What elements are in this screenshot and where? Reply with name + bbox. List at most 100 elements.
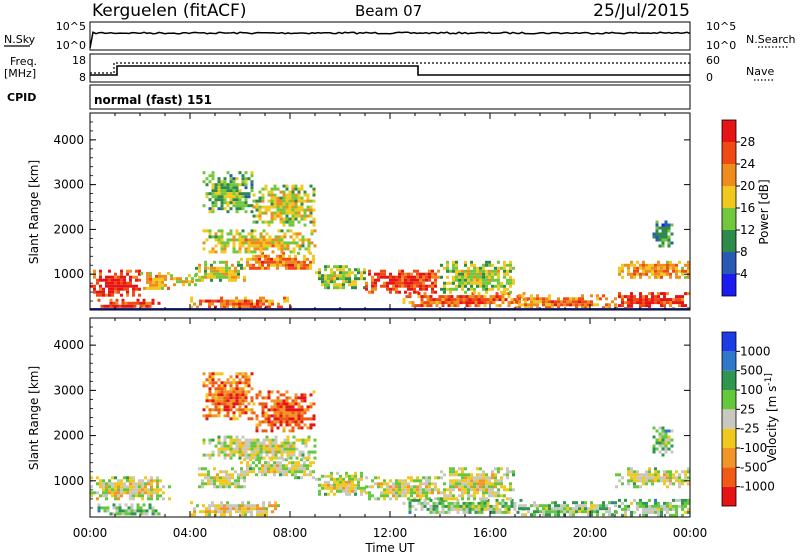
heatmap-cell	[452, 275, 455, 279]
heatmap-cell	[458, 479, 461, 483]
heatmap-cell	[261, 464, 264, 468]
heatmap-cell	[114, 497, 117, 501]
heatmap-cell	[258, 211, 262, 215]
heatmap-cell	[639, 298, 642, 302]
heatmap-cell	[114, 281, 117, 285]
cpid-panel-frame	[89, 84, 691, 110]
heatmap-cell	[667, 223, 671, 227]
heatmap-cell	[244, 235, 248, 239]
heatmap-cell	[330, 268, 333, 272]
heatmap-cell	[590, 507, 593, 511]
heatmap-cell	[312, 402, 316, 406]
heatmap-cell	[383, 275, 386, 279]
heatmap-cell	[389, 287, 392, 291]
heatmap-cell	[241, 207, 245, 211]
heatmap-cell	[360, 489, 363, 493]
heatmap-cell	[339, 268, 342, 272]
heatmap-cell	[506, 287, 509, 291]
heatmap-cell	[670, 232, 674, 236]
heatmap-cell	[465, 510, 469, 514]
heatmap-cell	[152, 277, 155, 281]
heatmap-cell	[422, 275, 425, 279]
heatmap-cell	[96, 476, 99, 480]
heatmap-cell	[312, 390, 316, 394]
heatmap-cell	[158, 286, 161, 290]
heatmap-cell	[596, 507, 599, 511]
noise-right-tick-top: 10^5	[706, 20, 736, 33]
heatmap-cell	[401, 281, 404, 285]
heatmap-cell	[149, 274, 152, 278]
heatmap-cell	[208, 453, 212, 457]
heatmap-cell	[432, 507, 436, 511]
heatmap-cell	[434, 497, 437, 501]
heatmap-cell	[241, 299, 244, 303]
heatmap-cell	[276, 187, 280, 191]
heatmap-cell	[244, 201, 248, 205]
heatmap-cell	[217, 405, 221, 409]
heatmap-cell	[247, 453, 251, 457]
heatmap-cell	[611, 501, 614, 505]
heatmap-cell	[461, 494, 464, 498]
heatmap-cell	[660, 504, 663, 508]
heatmap-cell	[339, 483, 342, 487]
heatmap-cell	[259, 444, 263, 448]
heatmap-cell	[312, 193, 316, 197]
heatmap-cell	[365, 485, 368, 489]
heatmap-cell	[593, 510, 596, 514]
heatmap-cell	[252, 214, 256, 218]
heatmap-cell	[471, 501, 475, 505]
heatmap-cell	[413, 491, 416, 495]
heatmap-cell	[545, 504, 548, 508]
heatmap-cell	[336, 265, 339, 269]
heatmap-cell	[303, 423, 307, 427]
heatmap-cell	[202, 453, 206, 457]
heatmap-cell	[235, 204, 239, 208]
heatmap-cell	[217, 378, 221, 382]
heatmap-cell	[467, 281, 470, 285]
heatmap-cell	[652, 426, 656, 430]
heatmap-cell	[291, 208, 295, 212]
heatmap-cell	[342, 271, 345, 275]
heatmap-cell	[404, 275, 407, 279]
heatmap-cell	[291, 420, 295, 424]
heatmap-cell	[235, 384, 239, 388]
heatmap-cell	[500, 284, 503, 288]
heatmap-cell	[509, 482, 512, 486]
velocity-x-tick-marks	[89, 318, 691, 517]
heatmap-cell	[551, 510, 554, 514]
heatmap-cell	[229, 302, 232, 306]
heatmap-cell	[675, 504, 678, 508]
heatmap-cell	[226, 447, 230, 451]
heatmap-cell	[222, 482, 225, 486]
heatmap-cell	[661, 244, 665, 248]
heatmap-cell	[416, 284, 419, 288]
heatmap-cell	[283, 296, 286, 300]
heatmap-cell	[207, 482, 210, 486]
heatmap-cell	[106, 506, 110, 510]
heatmap-cell	[111, 284, 114, 288]
heatmap-cell	[416, 476, 419, 480]
heatmap-cell	[282, 196, 286, 200]
heatmap-cell	[639, 485, 642, 489]
heatmap-cell	[313, 444, 317, 448]
heatmap-cell	[654, 295, 657, 299]
heatmap-cell	[456, 501, 460, 505]
heatmap-cell	[217, 183, 221, 187]
heatmap-cell	[596, 297, 599, 301]
heatmap-cell	[229, 177, 233, 181]
heatmap-cell	[449, 485, 452, 489]
heatmap-cell	[229, 444, 233, 448]
heatmap-cell	[193, 302, 196, 306]
heatmap-cell	[377, 476, 380, 480]
heatmap-cell	[645, 504, 648, 508]
heatmap-cell	[196, 504, 199, 508]
heatmap-cell	[345, 489, 348, 493]
heatmap-cell	[238, 241, 242, 245]
heatmap-cell	[675, 298, 678, 302]
heatmap-cell	[507, 507, 511, 511]
heatmap-cell	[273, 257, 276, 261]
heatmap-cell	[554, 504, 557, 508]
heatmap-cell	[639, 301, 642, 305]
heatmap-cell	[648, 301, 651, 305]
heatmap-cell	[152, 286, 155, 290]
